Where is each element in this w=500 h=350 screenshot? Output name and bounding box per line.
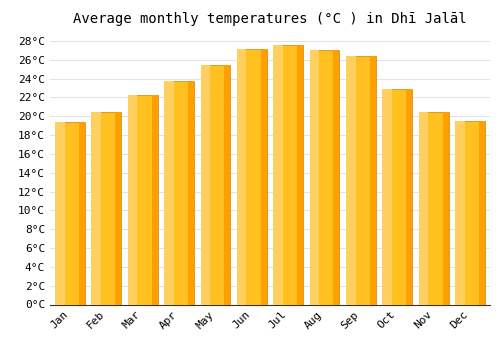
Bar	[297, 45, 303, 304]
Bar	[370, 56, 376, 304]
Bar	[455, 121, 464, 304]
Bar	[346, 56, 356, 304]
Bar	[152, 94, 158, 304]
Bar	[455, 121, 485, 304]
Bar	[164, 82, 173, 304]
Bar	[334, 50, 340, 304]
Bar	[188, 82, 194, 304]
Bar	[382, 89, 412, 304]
Bar	[274, 45, 303, 304]
Bar	[128, 94, 138, 304]
Bar	[442, 112, 448, 304]
Bar	[237, 49, 246, 304]
Bar	[406, 89, 412, 304]
Bar	[116, 112, 121, 304]
Bar	[55, 122, 64, 304]
Bar	[261, 49, 266, 304]
Bar	[382, 89, 392, 304]
Bar	[346, 56, 376, 304]
Bar	[237, 49, 266, 304]
Bar	[418, 112, 428, 304]
Bar	[200, 65, 230, 304]
Bar	[310, 50, 319, 304]
Bar	[224, 65, 230, 304]
Bar	[274, 45, 283, 304]
Bar	[128, 94, 158, 304]
Bar	[200, 65, 210, 304]
Title: Average monthly temperatures (°C ) in Dhī Jalāl: Average monthly temperatures (°C ) in Dh…	[73, 12, 467, 26]
Bar	[164, 82, 194, 304]
Bar	[418, 112, 448, 304]
Bar	[55, 122, 85, 304]
Bar	[479, 121, 485, 304]
Bar	[92, 112, 101, 304]
Bar	[79, 122, 85, 304]
Bar	[92, 112, 122, 304]
Bar	[310, 50, 340, 304]
